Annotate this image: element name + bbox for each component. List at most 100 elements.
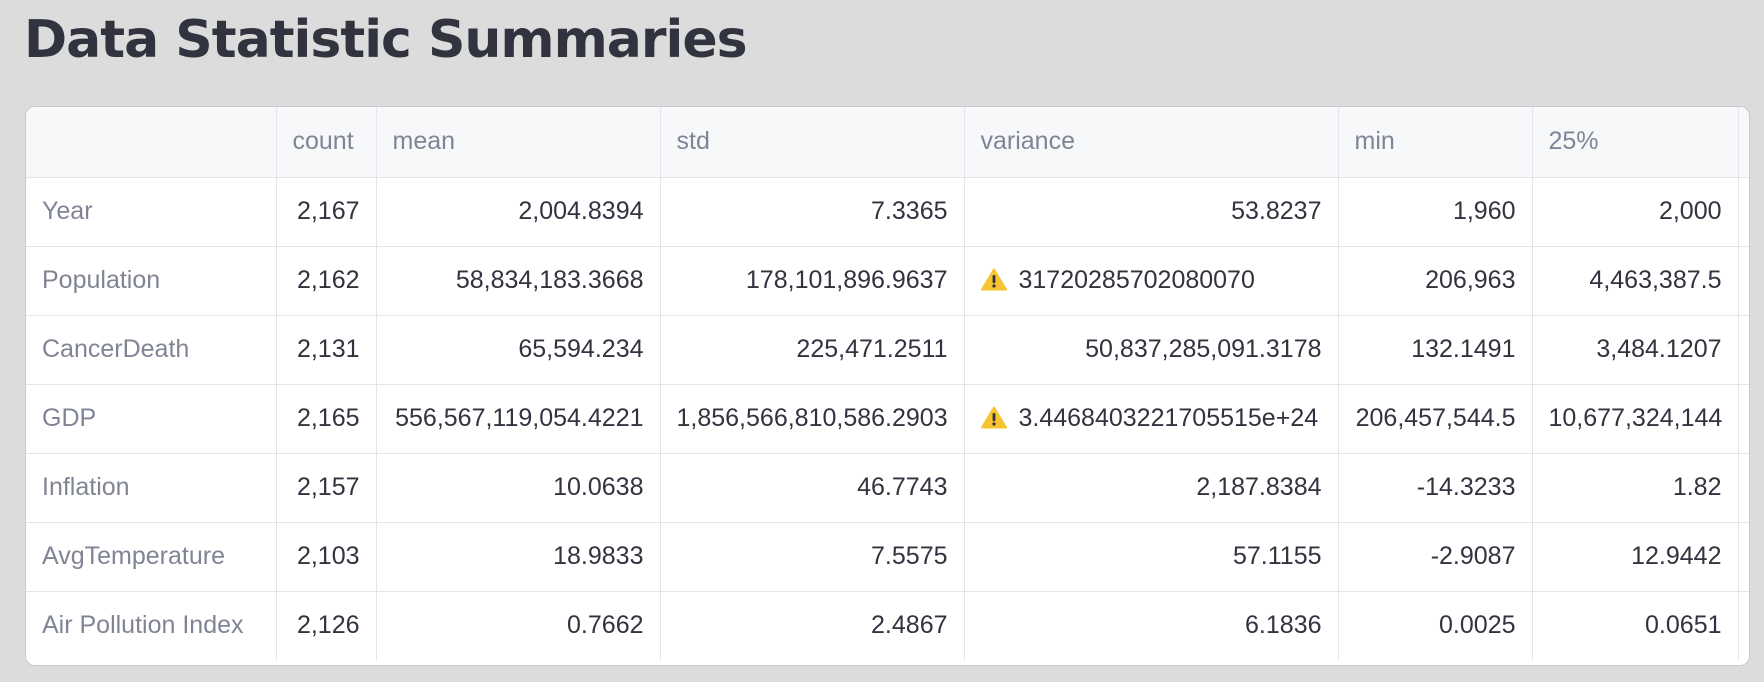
table-cell[interactable]: 3.4468403221705515e+24 [964,384,1339,454]
cell-value: 3,484.1207 [1596,335,1722,363]
cell-value: 206,457,544.5 [1355,404,1516,432]
cell-value: 1,856,566,810,586.2903 [676,404,948,432]
table-cell-overflow [1738,177,1749,247]
row-label-inflation: Inflation [26,453,277,523]
column-header-25-pct[interactable]: 25% [1532,107,1739,178]
table-cell[interactable]: 4,463,387.5 [1532,246,1739,316]
table-cell-overflow [1738,315,1749,385]
table-cell[interactable]: 10,677,324,144 [1532,384,1739,454]
table-cell-overflow [1738,453,1749,523]
table-cell[interactable]: -14.3233 [1338,453,1533,523]
table-cell[interactable]: 206,457,544.5 [1338,384,1533,454]
cell-value: 2.4867 [871,611,948,640]
table-cell-overflow [1738,591,1749,660]
cell-value: 2,165 [296,404,360,432]
table-cell-overflow [1738,522,1749,592]
cell-value: 0.0025 [1439,611,1516,640]
cell-value: 53.8237 [1231,197,1322,225]
cell-value: 18.9833 [553,542,644,570]
statistics-grid: count mean std variance min 25% Year 2,167 2,00… [26,107,1749,660]
cell-value: 178,101,896.9637 [745,266,948,294]
table-row: AvgTemperature 2,103 18.9833 7.5575 57.1155 -… [26,522,1749,592]
table-cell[interactable]: 0.0651 [1532,591,1739,660]
cell-value: 2,187.8384 [1196,473,1322,501]
table-cell[interactable]: 178,101,896.9637 [660,246,965,316]
cell-value: -2.9087 [1430,542,1516,570]
table-cell[interactable]: 225,471.2511 [660,315,965,385]
cell-value: -14.3233 [1416,473,1516,501]
table-cell[interactable]: 58,834,183.3668 [376,246,661,316]
index-header [26,107,277,178]
cell-value: 225,471.2511 [796,335,948,363]
column-header-mean[interactable]: mean [376,107,661,178]
cell-value: 31720285702080070 [1018,266,1255,294]
table-cell[interactable]: -2.9087 [1338,522,1533,592]
table-cell[interactable]: 2,103 [276,522,377,592]
cell-value: 46.7743 [857,473,948,501]
column-header-variance[interactable]: variance [964,107,1339,178]
table-cell[interactable]: 132.1491 [1338,315,1533,385]
table-cell-overflow [1738,246,1749,316]
table-cell[interactable]: 2,157 [276,453,377,523]
cell-value: 206,963 [1425,266,1516,294]
column-header-min[interactable]: min [1338,107,1533,178]
cell-value: 3.4468403221705515e+24 [1018,404,1319,432]
cell-value: 1.82 [1672,473,1722,501]
table-cell[interactable]: 46.7743 [660,453,965,523]
row-label-avgtemperature: AvgTemperature [26,522,277,592]
cell-value: 2,157 [296,473,360,501]
table-cell[interactable]: 7.5575 [660,522,965,592]
table-cell[interactable]: 2,187.8384 [964,453,1339,523]
cell-value: 556,567,119,054.4221 [395,404,644,432]
table-row: Population 2,162 58,834,183.3668 178,101,89… [26,246,1749,316]
cell-value: 58,834,183.3668 [455,266,644,294]
statistics-table[interactable]: count mean std variance min 25% Year 2,167 2,00… [25,106,1750,666]
table-cell[interactable]: 2,162 [276,246,377,316]
column-header-std[interactable]: std [660,107,965,178]
table-cell-overflow [1738,384,1749,454]
row-label-gdp: GDP [26,384,277,454]
table-cell[interactable]: 53.8237 [964,177,1339,247]
table-cell[interactable]: 2,126 [276,591,377,660]
table-cell[interactable]: 2.4867 [660,591,965,660]
table-cell[interactable]: 2,167 [276,177,377,247]
column-header-overflow [1738,107,1749,178]
table-cell[interactable]: 2,131 [276,315,377,385]
cell-value: 65,594.234 [518,335,644,363]
table-cell[interactable]: 3,484.1207 [1532,315,1739,385]
column-header-count[interactable]: count [276,107,377,178]
table-cell[interactable]: 0.0025 [1338,591,1533,660]
cell-value: 6.1836 [1245,611,1322,640]
table-cell[interactable]: 6.1836 [964,591,1339,660]
row-label-cancerdeath: CancerDeath [26,315,277,385]
table-cell[interactable]: 7.3365 [660,177,965,247]
table-cell[interactable]: 206,963 [1338,246,1533,316]
cell-value: 2,162 [296,266,360,294]
row-label-population: Population [26,246,277,316]
table-cell[interactable]: 2,165 [276,384,377,454]
table-cell[interactable]: 18.9833 [376,522,661,592]
cell-value: 2,167 [296,197,360,225]
cell-value: 0.0651 [1645,611,1722,640]
cell-value: 2,000 [1658,197,1722,225]
table-cell[interactable]: 556,567,119,054.4221 [376,384,661,454]
cell-value: 4,463,387.5 [1589,266,1722,294]
table-cell[interactable]: 10.0638 [376,453,661,523]
table-cell[interactable]: 1,856,566,810,586.2903 [660,384,965,454]
table-cell[interactable]: 50,837,285,091.3178 [964,315,1339,385]
warning-icon [980,268,1007,291]
table-cell[interactable]: 2,004.8394 [376,177,661,247]
table-cell[interactable]: 2,000 [1532,177,1739,247]
table-cell[interactable]: 12.9442 [1532,522,1739,592]
table-cell[interactable]: 0.7662 [376,591,661,660]
cell-value: 7.5575 [871,542,948,570]
cell-value: 2,103 [296,542,360,570]
table-cell[interactable]: 57.1155 [964,522,1339,592]
cell-value: 132.1491 [1411,335,1516,363]
table-cell[interactable]: 31720285702080070 [964,246,1339,316]
table-cell[interactable]: 65,594.234 [376,315,661,385]
cell-value: 2,004.8394 [518,197,644,225]
cell-value: 57.1155 [1232,542,1322,570]
table-cell[interactable]: 1.82 [1532,453,1739,523]
table-cell[interactable]: 1,960 [1338,177,1533,247]
